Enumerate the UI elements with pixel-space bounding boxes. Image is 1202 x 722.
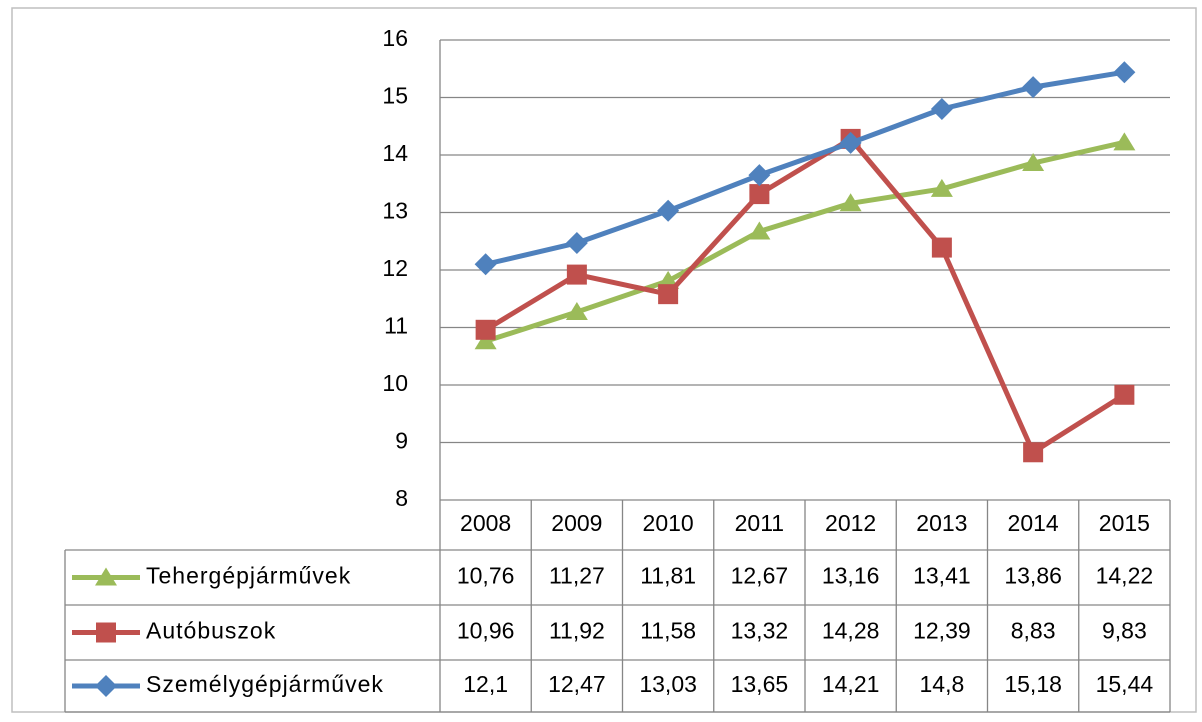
- y-tick-label: 15: [382, 83, 408, 109]
- table-value: 11,92: [549, 618, 605, 644]
- marker: [566, 264, 587, 285]
- marker: [1022, 153, 1045, 172]
- marker: [1022, 76, 1045, 99]
- table-value: 14,8: [919, 671, 964, 697]
- y-tick-label: 12: [382, 255, 408, 281]
- x-tick-label: 2015: [1099, 510, 1150, 536]
- marker: [930, 178, 953, 197]
- marker: [748, 164, 771, 187]
- legend-label: Autóbuszok: [146, 618, 276, 644]
- series-line: [484, 136, 1126, 455]
- marker: [931, 237, 952, 258]
- marker: [657, 199, 680, 222]
- y-tick-label: 9: [395, 428, 408, 454]
- x-tick-label: 2011: [735, 510, 784, 536]
- table-value: 12,67: [731, 563, 789, 589]
- table-value: 10,96: [457, 618, 515, 644]
- marker: [1113, 61, 1136, 84]
- series-line: [484, 139, 1125, 344]
- table-value: 12,39: [913, 618, 971, 644]
- table-value: 13,41: [913, 563, 971, 589]
- table-value: 12,1: [463, 671, 508, 697]
- x-tick-label: 2009: [551, 510, 602, 536]
- table-value: 15,18: [1004, 671, 1062, 697]
- table-value: 8,83: [1011, 618, 1056, 644]
- table-value: 13,86: [1004, 563, 1062, 589]
- x-tick-label: 2012: [825, 510, 876, 536]
- x-tick-label: 2008: [460, 510, 511, 536]
- legend-label: Személygépjárművek: [146, 671, 384, 697]
- marker: [749, 184, 770, 205]
- marker: [474, 331, 497, 350]
- y-tick-label: 14: [382, 140, 408, 166]
- table-value: 14,22: [1096, 563, 1154, 589]
- table-value: 12,47: [548, 671, 606, 697]
- table-value: 9,83: [1102, 618, 1147, 644]
- table-value: 11,81: [640, 563, 696, 589]
- marker: [565, 301, 588, 320]
- y-tick-label: 13: [382, 198, 408, 224]
- legend-label: Tehergépjárművek: [146, 563, 351, 589]
- chart-frame: [11, 7, 1197, 713]
- marker: [748, 221, 771, 240]
- table-value: 11,58: [640, 618, 696, 644]
- table-value: 14,21: [822, 671, 880, 697]
- marker: [95, 675, 117, 697]
- series-line: [485, 69, 1125, 267]
- x-tick-label: 2010: [643, 510, 694, 536]
- table-value: 13,16: [822, 563, 880, 589]
- x-tick-label: 2014: [1008, 510, 1059, 536]
- marker: [475, 319, 496, 340]
- x-tick-label: 2013: [916, 510, 967, 536]
- marker: [1113, 132, 1136, 151]
- y-tick-label: 16: [382, 25, 408, 51]
- marker: [839, 131, 862, 154]
- table-value: 13,03: [639, 671, 697, 697]
- marker: [474, 253, 497, 276]
- table-value: 15,44: [1096, 671, 1154, 697]
- marker: [1023, 442, 1044, 463]
- marker: [658, 284, 679, 305]
- table-value: 14,28: [822, 618, 880, 644]
- marker: [1114, 384, 1135, 405]
- y-tick-label: 11: [384, 313, 408, 339]
- marker: [96, 622, 116, 643]
- marker: [930, 98, 953, 120]
- marker: [839, 193, 862, 212]
- table-value: 13,32: [731, 618, 789, 644]
- marker: [565, 231, 588, 254]
- table-value: 11,27: [549, 563, 605, 589]
- y-tick-label: 10: [382, 370, 408, 396]
- y-tick-label: 8: [395, 485, 408, 511]
- marker: [95, 567, 117, 586]
- table-value: 13,65: [731, 671, 789, 697]
- table-value: 10,76: [457, 563, 515, 589]
